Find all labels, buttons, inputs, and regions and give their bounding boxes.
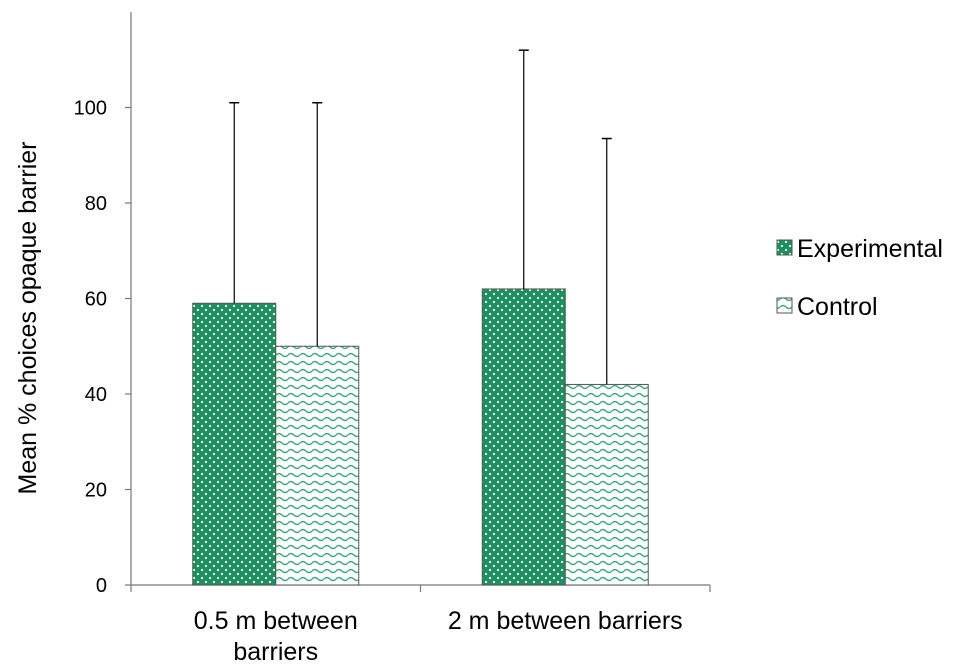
category-label-line: 0.5 m between [194,607,358,635]
y-tick-label: 60 [85,289,107,311]
y-tick-label: 80 [85,193,107,215]
error-bars [229,49,612,385]
category-label-line: 2 m between barriers [448,607,683,635]
legend-label-control: Control [797,293,878,321]
category-labels: 0.5 m between barriers 2 m between barrier… [194,607,683,666]
y-tick-label: 0 [96,575,107,597]
legend-label-experimental: Experimental [797,235,943,263]
bar-experimental-1 [481,288,566,586]
y-tick-label: 100 [74,98,107,120]
bar-control-0 [275,345,360,586]
legend-swatch-experimental [776,239,793,256]
y-axis-label: Mean % choices opaque barrier [14,142,42,495]
y-tick-label: 40 [85,384,107,406]
y-ticks: 0 20 40 60 80 100 [74,98,131,597]
category-label: 0.5 m between barriers [194,607,358,666]
category-label-line: barriers [233,638,318,666]
bar-control-1 [564,383,649,586]
bars [192,288,649,586]
legend-swatch-control [776,297,793,314]
legend: Experimental Control [776,235,943,321]
category-label: 2 m between barriers [448,607,683,635]
x-ticks [130,585,711,592]
bar-experimental-0 [192,302,277,586]
y-tick-label: 20 [85,480,107,502]
